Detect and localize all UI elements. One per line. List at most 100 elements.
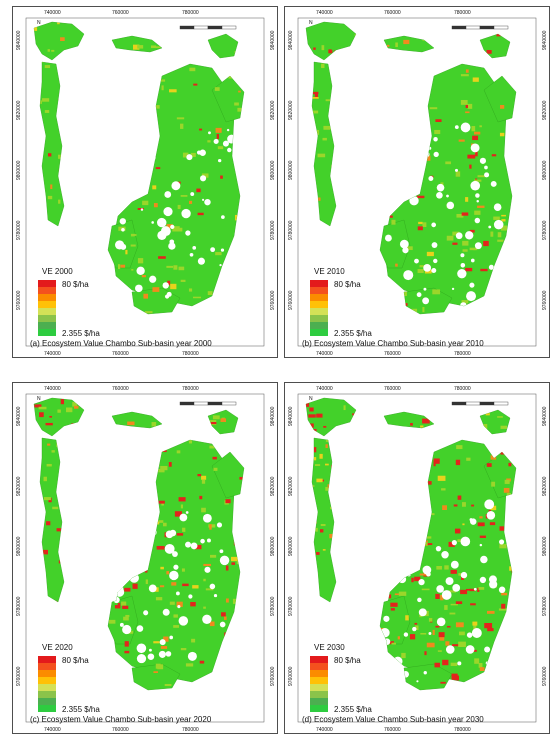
value-patch bbox=[401, 97, 406, 101]
value-patch bbox=[512, 536, 515, 539]
value-patch bbox=[367, 571, 371, 577]
value-patch bbox=[38, 601, 41, 605]
no-data-gap bbox=[197, 257, 205, 265]
value-patch bbox=[341, 450, 349, 456]
value-patch bbox=[434, 662, 440, 668]
value-patch bbox=[137, 208, 144, 210]
value-patch bbox=[58, 154, 62, 159]
value-patch bbox=[368, 257, 377, 262]
value-patch bbox=[352, 79, 356, 83]
value-patch bbox=[525, 635, 532, 637]
value-patch bbox=[76, 572, 84, 576]
no-data-gap bbox=[423, 525, 429, 531]
value-patch bbox=[390, 191, 399, 196]
no-data-gap bbox=[493, 203, 502, 212]
value-patch bbox=[342, 207, 349, 213]
value-patch bbox=[415, 128, 419, 135]
value-patch bbox=[238, 692, 243, 694]
sub-basin-area bbox=[403, 663, 453, 691]
bottom-tick-label: 760000 bbox=[112, 351, 129, 357]
value-patch bbox=[314, 93, 318, 99]
value-patch bbox=[306, 429, 310, 433]
sub-basin-area bbox=[305, 21, 357, 61]
value-patch bbox=[234, 398, 240, 402]
value-patch bbox=[364, 204, 369, 207]
value-patch bbox=[343, 575, 352, 580]
value-patch bbox=[133, 468, 141, 473]
value-patch bbox=[417, 226, 423, 231]
value-patch bbox=[57, 294, 65, 296]
no-data-gap bbox=[423, 264, 432, 272]
value-patch bbox=[525, 245, 532, 249]
value-patch bbox=[92, 448, 98, 453]
value-patch bbox=[458, 683, 463, 689]
value-patch bbox=[438, 427, 441, 430]
value-patch bbox=[480, 268, 488, 272]
no-data-gap bbox=[407, 183, 413, 189]
value-patch bbox=[511, 437, 515, 440]
left-tick-label: 9840000 bbox=[16, 30, 22, 50]
value-patch bbox=[50, 184, 53, 190]
value-patch bbox=[339, 525, 346, 531]
value-patch bbox=[421, 588, 430, 591]
value-patch bbox=[125, 614, 130, 617]
value-patch bbox=[365, 471, 370, 473]
value-patch bbox=[241, 583, 244, 588]
no-data-gap bbox=[123, 195, 132, 203]
value-patch bbox=[131, 269, 134, 271]
value-patch bbox=[101, 248, 105, 253]
value-patch bbox=[506, 493, 511, 496]
no-data-gap bbox=[138, 185, 145, 192]
no-data-gap bbox=[441, 590, 452, 600]
value-patch bbox=[306, 520, 308, 523]
value-patch bbox=[369, 550, 377, 554]
value-patch bbox=[405, 570, 410, 574]
value-patch bbox=[152, 136, 158, 142]
value-patch bbox=[130, 524, 137, 529]
value-patch bbox=[462, 502, 466, 507]
value-patch bbox=[361, 254, 368, 258]
value-patch bbox=[518, 547, 522, 549]
legend-swatch bbox=[38, 301, 56, 308]
value-patch bbox=[105, 63, 108, 68]
value-patch bbox=[237, 107, 244, 112]
value-patch bbox=[210, 554, 217, 558]
no-data-gap bbox=[436, 617, 446, 627]
value-patch bbox=[330, 545, 337, 549]
value-patch bbox=[213, 467, 218, 471]
right-tick-label: 9780000 bbox=[270, 596, 276, 616]
value-patch bbox=[101, 444, 109, 448]
value-patch bbox=[133, 316, 136, 320]
value-patch bbox=[123, 158, 127, 161]
value-patch bbox=[479, 535, 486, 538]
value-patch bbox=[66, 626, 74, 633]
value-patch bbox=[111, 140, 119, 146]
value-patch bbox=[406, 246, 413, 251]
value-patch bbox=[97, 180, 100, 186]
value-patch bbox=[110, 78, 115, 84]
value-patch bbox=[34, 618, 39, 622]
legend-swatch bbox=[310, 677, 328, 684]
value-patch bbox=[159, 585, 165, 588]
value-patch bbox=[465, 267, 473, 272]
map-frame bbox=[12, 6, 278, 358]
value-patch bbox=[109, 120, 117, 125]
left-tick-label: 9840000 bbox=[288, 406, 294, 426]
value-patch bbox=[422, 307, 425, 313]
value-patch bbox=[523, 662, 529, 664]
value-patch bbox=[410, 422, 413, 426]
legend-max-label: 80 $/ha bbox=[62, 656, 89, 665]
value-patch bbox=[191, 638, 196, 643]
no-data-gap bbox=[148, 648, 152, 652]
value-patch bbox=[306, 545, 307, 550]
value-patch bbox=[511, 126, 516, 132]
no-data-gap bbox=[219, 549, 224, 554]
no-data-gap bbox=[143, 610, 149, 616]
sub-basin-area bbox=[111, 35, 163, 53]
scale-bar-segment bbox=[193, 25, 209, 30]
legend-swatch bbox=[38, 294, 56, 301]
value-patch bbox=[300, 458, 305, 461]
value-patch bbox=[34, 466, 37, 471]
left-tick-label: 9840000 bbox=[16, 406, 22, 426]
value-patch bbox=[466, 457, 471, 461]
